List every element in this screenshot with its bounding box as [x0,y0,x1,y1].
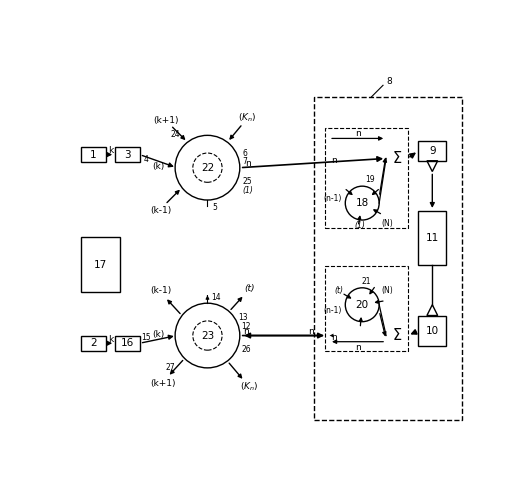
Text: 8: 8 [386,77,392,86]
Text: n: n [332,333,337,342]
Text: (n-1): (n-1) [324,194,342,203]
Text: 10: 10 [426,326,439,336]
Bar [314,97,461,420]
Text: 24: 24 [170,130,180,139]
Text: 26: 26 [241,345,251,354]
Text: 12: 12 [241,322,251,331]
Text: k: k [108,146,113,155]
Text: n: n [308,327,314,336]
Text: Σ: Σ [392,151,401,166]
Text: k: k [108,335,113,344]
Text: (k-1): (k-1) [150,206,171,215]
Circle shape [345,186,379,220]
Bar [418,141,446,161]
Circle shape [175,135,240,200]
Text: (k-1): (k-1) [150,286,171,295]
Text: 19: 19 [365,176,375,185]
Text: n: n [243,327,249,336]
Text: 13: 13 [238,312,248,321]
Text: 1: 1 [90,150,97,160]
Circle shape [345,288,379,322]
Bar [115,335,140,351]
Text: 2: 2 [90,338,97,348]
Text: (t): (t) [244,284,254,293]
Text: 3: 3 [124,150,131,160]
Text: 7: 7 [242,157,247,166]
Text: (N): (N) [381,219,393,228]
Text: (k+1): (k+1) [150,379,176,388]
Text: 6: 6 [242,149,247,158]
Bar [81,147,106,162]
Text: 5: 5 [212,203,217,212]
Text: (1): (1) [354,221,365,230]
Text: (n-1): (n-1) [324,306,342,315]
Text: 21: 21 [361,277,371,286]
Text: $(K_n)$: $(K_n)$ [240,381,258,393]
Text: 25: 25 [242,177,252,186]
Text: (N): (N) [381,286,393,295]
Bar [418,211,446,264]
Text: Σ: Σ [392,328,401,343]
Text: (1): (1) [242,186,253,195]
Text: n: n [355,343,361,352]
Text: 22: 22 [201,163,214,173]
Bar [325,266,409,351]
Circle shape [193,321,222,350]
Text: $(K_n)$: $(K_n)$ [238,111,257,124]
Text: 15: 15 [141,333,150,342]
Text: 20: 20 [356,300,369,310]
Text: 14: 14 [211,292,221,301]
Text: 18: 18 [355,198,369,208]
Text: 9: 9 [429,146,436,156]
Bar [81,237,120,292]
Text: (t): (t) [334,286,343,295]
Bar [115,147,140,162]
Circle shape [175,303,240,368]
Text: n: n [244,159,250,168]
Circle shape [193,153,222,182]
Text: 11: 11 [426,233,439,243]
Text: (k): (k) [152,330,164,339]
Text: (k+1): (k+1) [153,116,179,125]
Text: 16: 16 [121,338,134,348]
Bar [325,128,409,228]
Text: 27: 27 [166,363,175,372]
Text: n: n [355,129,361,138]
Text: 23: 23 [201,330,214,340]
Bar [418,315,446,346]
Bar [81,335,106,351]
Text: 17: 17 [94,259,107,269]
Text: n: n [332,156,337,165]
Text: (k): (k) [152,162,164,172]
Text: 4: 4 [144,156,148,165]
